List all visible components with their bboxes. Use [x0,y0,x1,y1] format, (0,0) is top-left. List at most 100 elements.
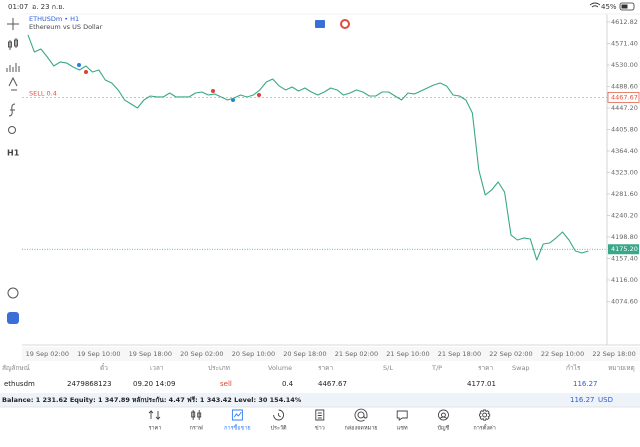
nav-icon[interactable] [148,409,161,421]
table-cell-ticket[interactable]: 2479868123 [67,380,112,388]
nav-label[interactable]: ราคา [149,426,162,432]
shapes-tool[interactable] [8,126,16,134]
table-cell-time[interactable]: 09.20 14:09 [133,380,175,388]
table-cell-volume[interactable]: 0.4 [282,380,294,388]
x-tick-label: 22 Sep 18:00 [592,350,635,358]
table-header: Volume [268,364,292,372]
trade-marker [77,63,81,67]
nav-label[interactable]: ข่าว [315,426,325,432]
table-header: S/L [383,364,393,372]
nav-icon[interactable] [479,409,491,421]
nav-icon[interactable] [438,409,449,421]
chart-symbol: ETHUSDm • H1 [29,15,79,23]
x-tick-label: 19 Sep 18:00 [129,350,172,358]
x-axis-strip [22,347,640,361]
x-tick-label: 22 Sep 10:00 [541,350,584,358]
table-header: T/P [431,364,442,372]
current-price-label: 4175.20 [611,245,638,253]
crosshair-tool[interactable] [7,18,19,30]
y-tick-label: 4571.40 [611,39,638,47]
y-tick-label: 4240.20 [611,211,638,219]
table-cell-type[interactable]: sell [220,380,232,388]
trade-marker [257,93,261,97]
y-tick-label: 4612.82 [611,18,638,26]
chart-description: Ethereum vs US Dollar [29,23,103,31]
nav-icon[interactable] [273,409,285,421]
timeframe-button[interactable]: H1 [7,149,20,158]
objects-tool[interactable] [8,76,18,91]
signal-button[interactable] [340,19,350,29]
table-cell-symbol[interactable]: ethusdm [4,380,35,388]
x-tick-label: 19 Sep 10:00 [77,350,120,358]
y-tick-label: 4116.00 [611,276,638,284]
table-header: หมายเหตุ [608,364,635,372]
nav-label[interactable]: ประวัติ [271,425,287,432]
x-tick-label: 20 Sep 18:00 [283,350,326,358]
x-tick-label: 19 Sep 02:00 [26,350,69,358]
nav-icon[interactable] [231,409,243,421]
status-date: อ. 23 ก.ย. [32,3,65,11]
battery-icon [619,2,635,11]
y-tick-label: 4530.00 [611,61,638,69]
function-tool[interactable] [8,103,16,117]
trade-marker [84,70,88,74]
nav-label[interactable]: กล่องจดหมาย [344,426,377,432]
indicators-tool[interactable] [6,63,20,72]
table-header: สัญลักษณ์ [2,364,30,372]
y-tick-label: 4447.20 [611,104,638,112]
nav-label[interactable]: กราฟ [190,425,203,432]
x-tick-label: 21 Sep 02:00 [335,350,378,358]
summary-profit: 116.27 [570,396,595,404]
x-tick-label: 20 Sep 02:00 [180,350,223,358]
position-label: SELL 0.4 [29,89,57,97]
price-line [27,34,589,261]
status-battery: 45% [601,3,617,11]
wifi-icon [589,2,601,8]
table-header: ตั๋ว [100,363,108,372]
current-price-box [608,244,639,255]
nav-label[interactable]: บัญชี [437,425,449,432]
nav-label[interactable]: การซื้อขาย [224,424,250,432]
summary-currency: USD [598,396,613,404]
y-tick-label: 4157.40 [611,254,638,262]
table-cell-profit[interactable]: 116.27 [573,380,598,388]
trade-marker [211,89,215,93]
nav-icon[interactable] [315,409,325,421]
y-tick-label: 4323.00 [611,168,638,176]
left-toolbar [6,18,20,299]
zoom-tool[interactable] [7,287,19,299]
y-tick-label: 4364.40 [611,147,638,155]
status-time: 01:07 [8,3,28,11]
position-price-label: 4467.67 [611,93,638,101]
app-logo-button[interactable] [7,312,19,324]
table-header: ราคา [478,364,493,372]
table-header: เวลา [150,364,164,372]
x-tick-label: 20 Sep 10:00 [232,350,275,358]
y-tick-label: 4074.60 [611,297,638,305]
y-tick-label: 4405.80 [611,125,638,133]
table-header: ราคา [318,364,333,372]
chart-type-tool[interactable] [8,38,18,50]
nav-icon[interactable] [354,408,368,422]
table-cell-price[interactable]: 4467.67 [318,380,347,388]
battery-level [621,4,628,9]
x-tick-label: 21 Sep 10:00 [386,350,429,358]
table-header: ประเภท [208,364,230,372]
summary-text: Balance: 1 231.62 Equity: 1 347.89 หลักป… [2,396,302,404]
x-tick-label: 21 Sep 18:00 [438,350,481,358]
table-cell-current-price[interactable]: 4177.01 [467,380,496,388]
nav-icon[interactable] [191,410,202,420]
y-tick-label: 4488.60 [611,82,638,90]
y-tick-label: 4281.60 [611,190,638,198]
position-price-box [607,92,640,103]
x-tick-label: 22 Sep 02:00 [489,350,532,358]
y-tick-label: 4198.80 [611,233,638,241]
nav-label[interactable]: การตั้งค่า [473,424,495,432]
nav-label[interactable]: แชท [397,425,408,432]
summary-bar [0,393,640,407]
one-click-trading-button[interactable] [315,20,325,28]
nav-icon[interactable] [396,410,408,421]
table-header: Swap [512,364,530,372]
